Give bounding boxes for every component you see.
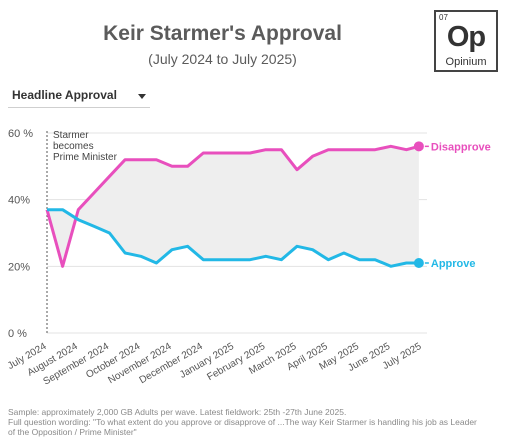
annotation-label: becomes (53, 141, 94, 152)
series-line-approve (47, 208, 419, 268)
chart-title: Keir Starmer's Approval (103, 22, 342, 45)
footer-notes: Sample: approximately 2,000 GB Adults pe… (8, 407, 508, 437)
series-label-disapprove: Disapprove (431, 141, 491, 153)
chevron-down-icon (138, 94, 146, 99)
logo-symbol: Op (446, 21, 486, 53)
footer-sample-note: Sample: approximately 2,000 GB Adults pe… (8, 407, 347, 417)
gap-shading (47, 146, 419, 267)
y-tick-label: 60 % (8, 128, 33, 140)
series-label-approve: Approve (431, 258, 476, 270)
series-end-marker-disapprove (413, 141, 424, 152)
footer-question-note-cont: of the Opposition / Prime Minister" (8, 427, 137, 437)
y-tick-label: 40% (8, 195, 30, 207)
logo-name: Opinium (445, 56, 487, 68)
series-line-disapprove (45, 144, 420, 268)
dropdown-selected-value: Headline Approval (12, 88, 117, 102)
opinium-logo: 07 Op Opinium (434, 10, 498, 72)
annotation-label: Starmer (53, 130, 89, 141)
measure-dropdown[interactable]: Headline Approval (8, 85, 150, 108)
series-end-marker-approve (413, 258, 424, 268)
y-tick-label: 20% (8, 261, 30, 273)
footer-question-note: Full question wording: "To what extent d… (8, 417, 477, 427)
y-tick-label: 0 % (8, 328, 27, 340)
annotation-label: Prime Minister (53, 152, 118, 163)
chart-subtitle: (July 2024 to July 2025) (148, 51, 297, 67)
logo-number: 07 (439, 13, 448, 22)
